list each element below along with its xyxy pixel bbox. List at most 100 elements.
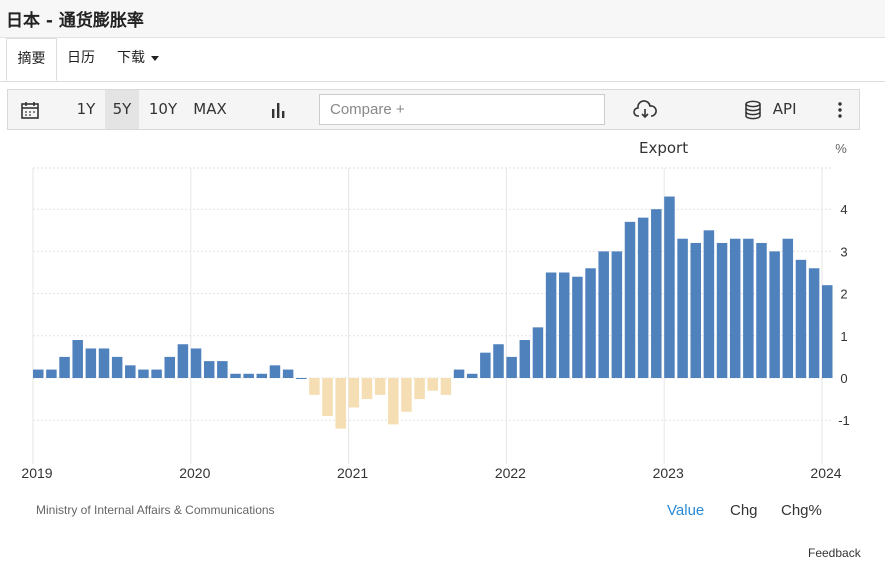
- data-bar: [59, 356, 70, 378]
- data-bar: [756, 242, 767, 378]
- data-bar: [296, 378, 307, 379]
- more-options-button[interactable]: [830, 90, 850, 129]
- mode-value-button[interactable]: Value: [667, 502, 705, 519]
- x-tick-label: 2023: [653, 465, 684, 481]
- data-bar: [440, 378, 452, 395]
- range-max-button[interactable]: MAX: [193, 100, 227, 118]
- data-bar: [493, 344, 504, 378]
- data-bar: [72, 340, 83, 378]
- data-bar: [572, 276, 583, 378]
- mode-chg-button[interactable]: Chg: [730, 502, 758, 519]
- data-bar: [401, 378, 412, 412]
- y-tick-label: 0: [840, 371, 847, 386]
- bar-chart-icon: [272, 102, 285, 118]
- data-bar: [98, 348, 110, 378]
- data-bar: [624, 221, 636, 378]
- data-bar: [716, 242, 728, 378]
- data-bar: [729, 238, 741, 378]
- page-title: 日本 - 通货膨胀率: [6, 11, 144, 31]
- title-bar: 日本 - 通货膨胀率: [0, 0, 885, 38]
- y-tick-label: 1: [840, 329, 847, 344]
- data-bar: [637, 217, 649, 378]
- data-bar: [822, 285, 833, 378]
- data-bar: [388, 378, 399, 425]
- tab-download-label: 下载: [117, 50, 145, 66]
- data-bar: [125, 365, 136, 378]
- x-tick-label: 2019: [21, 465, 52, 481]
- tab-calendar[interactable]: 日历: [67, 38, 95, 81]
- data-bar: [585, 268, 596, 378]
- data-bar: [203, 361, 215, 378]
- data-bar: [230, 373, 241, 378]
- tab-bar: 摘要 日历 下载: [0, 38, 885, 82]
- range-10y-button[interactable]: 10Y: [148, 100, 178, 118]
- feedback-link[interactable]: Feedback: [808, 546, 861, 560]
- chart-type-button[interactable]: [266, 90, 290, 129]
- data-bar: [808, 268, 820, 378]
- tab-summary-label: 摘要: [17, 51, 46, 67]
- cloud-download-icon: [633, 99, 657, 118]
- data-bar: [46, 369, 57, 378]
- data-bar: [795, 259, 807, 378]
- tab-summary[interactable]: 摘要: [6, 38, 57, 81]
- data-bar: [677, 238, 688, 378]
- data-bar: [282, 369, 294, 378]
- y-tick-label: -1: [838, 413, 850, 428]
- y-tick-label: 4: [840, 202, 847, 217]
- data-bar: [164, 356, 175, 378]
- data-bar: [782, 238, 794, 378]
- calendar-icon: [21, 101, 39, 119]
- tab-download[interactable]: 下载: [117, 38, 159, 81]
- api-button[interactable]: API: [744, 90, 804, 129]
- data-bar: [559, 272, 570, 378]
- data-bar: [414, 378, 425, 400]
- chart-toolbar: 1Y 5Y 10Y MAX Compare + Export API: [7, 89, 860, 157]
- data-bar: [598, 251, 609, 378]
- data-bar: [466, 373, 478, 378]
- data-bar: [85, 348, 97, 378]
- data-bar: [256, 373, 268, 378]
- export-button[interactable]: Export: [633, 90, 713, 157]
- y-tick-label: 3: [840, 244, 847, 259]
- data-bar: [361, 378, 373, 400]
- data-bar: [177, 344, 189, 378]
- data-bar: [374, 378, 386, 395]
- source-text: Ministry of Internal Affairs & Communica…: [36, 503, 275, 517]
- calendar-button[interactable]: [16, 90, 44, 129]
- data-bar: [690, 242, 701, 378]
- data-bar: [335, 378, 346, 429]
- x-tick-label: 2022: [495, 465, 526, 481]
- y-tick-label: 2: [840, 287, 847, 302]
- data-bar: [243, 373, 254, 378]
- data-bar: [348, 378, 360, 408]
- data-bar: [532, 327, 544, 378]
- range-1y-button[interactable]: 1Y: [76, 100, 96, 118]
- data-bar: [111, 356, 123, 378]
- data-bar: [651, 209, 662, 378]
- api-label: API: [772, 100, 797, 118]
- data-bar: [190, 348, 202, 378]
- database-icon: [745, 100, 761, 119]
- data-bar: [427, 378, 438, 391]
- data-bar: [217, 361, 228, 378]
- data-bar: [611, 251, 623, 378]
- export-label: Export: [639, 139, 689, 157]
- x-tick-label: 2024: [810, 465, 841, 481]
- range-5y-button[interactable]: 5Y: [105, 90, 139, 129]
- chart-area: % -1 0 1 2 3 4 2019 2020 2021 2022 2023 2024: [0, 130, 885, 568]
- inflation-bar-chart: % -1 0 1 2 3 4 2019 2020 2021 2022 2023 2024: [21, 141, 850, 481]
- compare-input[interactable]: Compare +: [319, 94, 605, 125]
- x-tick-label: 2021: [337, 465, 368, 481]
- mode-chg-pct-button[interactable]: Chg%: [781, 502, 822, 519]
- data-bar: [309, 378, 320, 395]
- data-bar: [453, 369, 465, 378]
- data-bar: [322, 378, 333, 416]
- data-bar: [545, 272, 557, 378]
- data-bar: [480, 352, 491, 378]
- data-bar: [33, 369, 44, 378]
- data-bar: [664, 196, 675, 378]
- tab-calendar-label: 日历: [67, 50, 95, 66]
- data-bar: [269, 365, 281, 378]
- data-bar: [703, 230, 715, 378]
- data-bar: [519, 340, 531, 378]
